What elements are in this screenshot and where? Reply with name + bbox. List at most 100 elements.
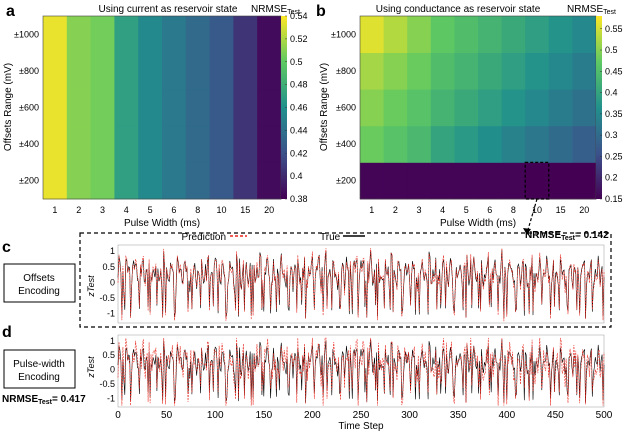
heatmap-b-yticks: ±200 ±400 ±600 ±800 ±1000 [331, 29, 356, 185]
x-tick-label: 300 [401, 410, 418, 421]
heatmap-cell [138, 125, 163, 163]
heatmap-b-title: Using conductance as reservoir state [376, 4, 541, 15]
panel-c-label-line2: Encoding [18, 286, 60, 297]
y-tick-label: ±1000 [14, 29, 39, 39]
heatmap-cell [548, 162, 573, 200]
panel-letter-b: b [316, 3, 326, 20]
legend-prediction-label: Prediction [182, 232, 226, 243]
legend-true-label: True [320, 232, 341, 243]
heatmap-cell [209, 16, 234, 53]
heatmap-cell [478, 125, 502, 163]
heatmap-cell [185, 162, 210, 200]
heatmap-cell [43, 162, 68, 200]
panel-letter-c: c [2, 239, 11, 256]
colorbar-tick-label: 0.3 [605, 130, 618, 140]
y-tick-label: 0.5 [102, 350, 115, 360]
heatmap-cell [360, 162, 384, 200]
heatmap-cell [209, 52, 234, 90]
y-tick-label: 0 [110, 365, 115, 375]
colorbar-tick-label: 0.4 [605, 88, 618, 98]
heatmap-cell [209, 162, 234, 200]
heatmap-a-xlabel: Pulse Width (ms) [124, 218, 200, 229]
heatmap-b-ylabel: Offsets Range (mV) [319, 63, 330, 151]
heatmap-cell [525, 16, 550, 53]
heatmap-cell [233, 125, 258, 163]
colorbar-b-label: NRMSETest [567, 4, 616, 16]
x-tick-label: 10 [532, 205, 542, 215]
heatmap-cell [257, 89, 282, 127]
heatmap-b-xticks: 1 2 3 4 5 6 8 10 15 20 [369, 205, 589, 215]
heatmap-cell [407, 16, 432, 53]
panel-c-true-series [117, 249, 605, 319]
x-tick-label: 250 [353, 410, 370, 421]
heatmap-cell [501, 89, 526, 127]
x-tick-label: 3 [100, 205, 105, 215]
heatmap-cell [548, 16, 573, 53]
heatmap-cell [90, 52, 115, 90]
heatmap-cell [209, 125, 234, 163]
heatmap-cell [138, 89, 163, 127]
colorbar-tick-label: 0.4 [290, 171, 303, 181]
highlight-arrowhead [523, 228, 531, 235]
heatmap-a-yticks: ±200 ±400 ±600 ±800 ±1000 [14, 29, 39, 185]
heatmap-cell [43, 89, 68, 127]
heatmap-cell [430, 125, 455, 163]
heatmap-cell [501, 16, 526, 53]
colorbar-b [596, 16, 602, 199]
x-tick-label: 20 [579, 205, 589, 215]
colorbar-tick-label: 0.48 [290, 80, 308, 90]
heatmap-cell [407, 89, 432, 127]
y-tick-label: ±1000 [331, 29, 356, 39]
panel-d-xticks: 0 50 100 150 200 250 300 350 400 450 500 [115, 410, 613, 421]
x-tick-label: 2 [393, 205, 398, 215]
panel-d-label-line1: Pulse-width [13, 359, 65, 370]
colorbar-tick-label: 0.52 [290, 34, 308, 44]
heatmap-cell [360, 16, 384, 53]
heatmap-a: Using current as reservoir state ±200 ±40… [3, 4, 308, 229]
heatmap-cell [162, 162, 187, 200]
line-panel-c: Prediction True NRMSETest= 0.142 Offsets… [3, 230, 612, 328]
heatmap-b: Using conductance as reservoir state ±20… [319, 4, 623, 235]
panel-letter-d: d [2, 324, 12, 341]
panel-c-label-line1: Offsets [23, 273, 55, 284]
heatmap-cell [162, 125, 187, 163]
heatmap-cell [454, 89, 479, 127]
colorbar-tick-label: 0.15 [605, 194, 623, 204]
panel-c-ylabel: zTest [86, 275, 96, 298]
heatmap-cell [478, 89, 502, 127]
x-tick-label: 100 [207, 410, 224, 421]
colorbar-tick-label: 0.45 [605, 66, 623, 76]
heatmap-cell [383, 162, 408, 200]
heatmap-cell [454, 162, 479, 200]
colorbar-tick-label: 0.44 [290, 125, 308, 135]
panel-c-label-box [3, 263, 76, 303]
heatmap-cell [185, 89, 210, 127]
panel-d-label-box [3, 349, 76, 389]
heatmap-b-cells [360, 16, 597, 200]
y-tick-label: ±800 [19, 66, 39, 76]
panel-d-prediction-series [117, 337, 605, 406]
heatmap-cell [407, 162, 432, 200]
colorbar-tick-label: 0.5 [290, 57, 303, 67]
heatmap-a-cells [43, 16, 282, 200]
x-tick-label: 0 [115, 410, 121, 421]
x-tick-label: 3 [416, 205, 421, 215]
heatmap-cell [43, 52, 68, 90]
heatmap-cell [114, 16, 139, 53]
heatmap-cell [360, 125, 384, 163]
heatmap-cell [478, 16, 502, 53]
x-tick-label: 5 [464, 205, 469, 215]
heatmap-cell [430, 52, 455, 90]
y-tick-label: ±400 [19, 139, 39, 149]
panel-d-xlabel: Time Step [338, 421, 384, 432]
x-tick-label: 500 [596, 410, 613, 421]
x-tick-label: 450 [547, 410, 564, 421]
heatmap-cell [430, 16, 455, 53]
heatmap-cell [233, 162, 258, 200]
y-tick-label: -0.5 [99, 293, 115, 303]
heatmap-cell [90, 162, 115, 200]
x-tick-label: 150 [255, 410, 272, 421]
panel-letter-a: a [6, 3, 15, 20]
y-tick-label: ±600 [19, 103, 39, 113]
